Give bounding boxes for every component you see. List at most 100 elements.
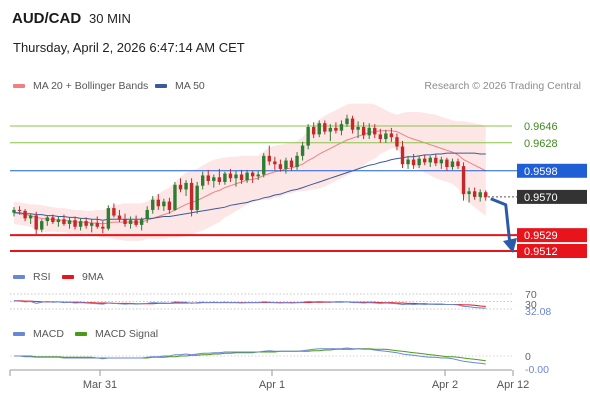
candle-down (112, 208, 116, 216)
candle-down (178, 184, 183, 190)
candle-up (256, 174, 260, 177)
candle-down (350, 118, 355, 130)
candle-down (361, 126, 366, 136)
candle-up (234, 174, 238, 179)
rsi-line (13, 300, 486, 309)
candle-down (84, 221, 88, 226)
candle-down (373, 127, 377, 135)
legend-9ma: 9MA (62, 271, 104, 283)
candle-up (106, 208, 111, 229)
candle-up (284, 160, 288, 169)
candle-down (23, 210, 27, 219)
candle-down (273, 161, 277, 165)
candle-down (395, 137, 399, 147)
macd-tick-0: 0 (525, 351, 531, 363)
x-tick-label: Apr 12 (497, 379, 529, 391)
candle-up (428, 157, 432, 163)
ma50-swatch (155, 84, 167, 88)
ma50-legend-label: MA 50 (175, 80, 205, 92)
candle-up (262, 155, 266, 175)
candle-up (90, 223, 94, 226)
candle-down (250, 172, 255, 177)
candle-up (40, 221, 44, 230)
candle-down (206, 175, 210, 182)
candle-down (323, 123, 327, 132)
candle-down (62, 219, 66, 224)
legend-ma20: MA 20 + Bollinger Bands (13, 80, 148, 92)
candle-up (56, 219, 61, 223)
candle-down (484, 192, 488, 197)
candle-down (73, 220, 77, 227)
macd-swatch (13, 332, 25, 336)
candle-down (312, 126, 316, 135)
candle-up (406, 159, 410, 165)
macd-line (14, 347, 486, 365)
candle-down (472, 191, 477, 197)
pivot-badge (517, 163, 587, 178)
x-tick-label: Apr 2 (432, 379, 458, 391)
rsi-value-label: 32.08 (525, 306, 551, 318)
x-tick-label: Apr 1 (259, 379, 285, 391)
candle-up (201, 175, 205, 186)
candle-down (117, 215, 122, 220)
resistance-label: 0.9646 (524, 121, 558, 133)
support-label: 0.9529 (524, 230, 558, 242)
macd-legend-label: MACD (33, 328, 64, 340)
candle-down (189, 182, 194, 210)
candle-down (445, 159, 449, 168)
legend-macd-signal: MACD Signal (75, 328, 158, 340)
legend-rsi: RSI (13, 271, 51, 283)
candle-up (28, 215, 33, 219)
candle-up (223, 173, 227, 182)
candle-down (334, 127, 338, 131)
candle-up (128, 220, 133, 224)
candle-down (400, 146, 405, 165)
support-badge (517, 244, 587, 259)
rsi-legend-label: RSI (33, 271, 51, 283)
rsi-swatch (13, 275, 25, 279)
9ma-legend-label: 9MA (82, 271, 104, 283)
candle-up (295, 155, 299, 168)
candle-down (411, 159, 416, 166)
forecast-arrow (490, 197, 512, 246)
candle-down (134, 220, 138, 225)
resistance-label: 0.9628 (524, 138, 558, 150)
ma20-line (13, 130, 487, 225)
current-price-label: 0.9570 (524, 192, 558, 204)
candle-down (217, 177, 222, 182)
pivot-label: 0.9598 (524, 166, 558, 178)
candle-up (450, 161, 455, 168)
legend-ma50: MA 50 (155, 80, 205, 92)
rsi-tick-70: 70 (525, 289, 537, 301)
macd-signal-legend-label: MACD Signal (95, 328, 159, 340)
candle-up (306, 126, 310, 146)
rsi-tick-30: 30 (525, 299, 537, 311)
candle-up (317, 123, 321, 135)
ma20-swatch (13, 84, 25, 88)
symbol-title: AUD/CAD (12, 10, 82, 27)
candle-up (328, 127, 333, 132)
candle-up (417, 158, 421, 166)
candle-down (101, 226, 105, 229)
candle-down (278, 164, 283, 169)
candle-down (95, 223, 99, 227)
candle-up (195, 185, 199, 210)
candle-up (300, 145, 305, 156)
candle-up (184, 182, 188, 190)
macd-signal-line (14, 348, 486, 362)
candle-up (439, 159, 444, 164)
candle-up (245, 172, 249, 181)
candle-down (461, 166, 466, 195)
current-price-badge (517, 189, 587, 204)
candle-down (267, 155, 271, 162)
candle-up (45, 217, 49, 222)
candle-down (167, 201, 172, 210)
macd-signal-swatch (75, 332, 87, 336)
candle-up (367, 127, 371, 136)
datetime-label: Thursday, April 2, 2026 6:47:14 AM CET (13, 40, 245, 55)
candle-down (17, 209, 22, 211)
credit-label: Research © 2026 Trading Central (424, 80, 581, 92)
candle-down (434, 157, 438, 164)
forecast-arrowhead (503, 238, 517, 254)
support-badge (517, 228, 587, 243)
